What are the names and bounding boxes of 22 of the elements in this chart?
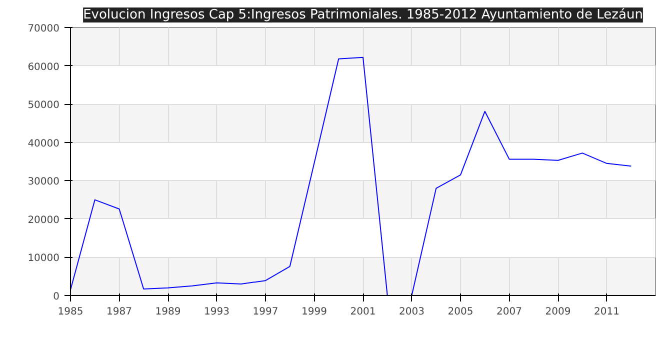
x-tick-label: 1987 xyxy=(106,306,132,318)
x-tick-label: 1997 xyxy=(252,306,278,318)
y-tick-label: 50000 xyxy=(28,100,60,112)
y-tick-label: 60000 xyxy=(28,62,60,73)
y-tick-label: 0 xyxy=(53,292,60,302)
x-tick-label: 1989 xyxy=(155,306,181,318)
x-tick-label: 2003 xyxy=(399,306,424,318)
x-tick-label: 1999 xyxy=(302,306,327,318)
x-tick-label: 2009 xyxy=(545,306,571,318)
x-tick-label: 2007 xyxy=(496,306,522,318)
x-tick-label: 2011 xyxy=(594,306,620,318)
x-tick-label: 2005 xyxy=(448,306,474,318)
x-tick-label: 2001 xyxy=(350,306,376,318)
y-tick-label: 40000 xyxy=(28,138,60,150)
chart-title: Evolucion Ingresos Cap 5:Ingresos Patrimoniales. 1985-2012 Ayuntamiento de Lezáun xyxy=(83,8,643,22)
x-tick-label: 1993 xyxy=(204,306,230,318)
y-tick-label: 70000 xyxy=(28,24,60,34)
y-tick-label: 30000 xyxy=(28,176,60,188)
y-tick-label: 10000 xyxy=(28,253,60,264)
line-series xyxy=(70,56,632,296)
x-tick-label: 1985 xyxy=(58,306,84,318)
y-tick-label: 20000 xyxy=(28,214,60,226)
